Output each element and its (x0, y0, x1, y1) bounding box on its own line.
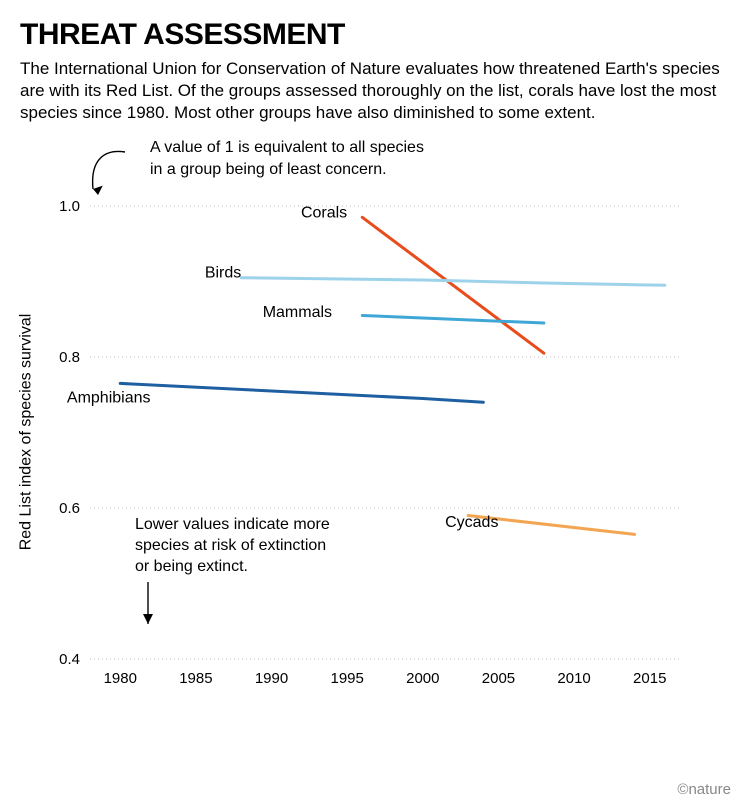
series-label-mammals: Mammals (263, 304, 332, 321)
x-tick-label: 1990 (255, 670, 288, 687)
arrow-bottom-head-icon (143, 614, 153, 624)
annotation-bottom: or being extinct. (135, 558, 248, 575)
y-axis-label: Red List index of species survival (17, 314, 35, 551)
x-tick-label: 2005 (482, 670, 515, 687)
x-tick-label: 1980 (104, 670, 137, 687)
y-tick-label: 1.0 (59, 198, 80, 215)
series-label-amphibians: Amphibians (67, 390, 151, 407)
series-corals (362, 218, 544, 354)
series-amphibians (120, 384, 483, 403)
annotation-bottom: Lower values indicate more (135, 516, 330, 533)
x-tick-label: 1985 (179, 670, 212, 687)
x-tick-label: 1995 (330, 670, 363, 687)
series-label-birds: Birds (205, 265, 241, 282)
line-chart: 0.4 0.6 0.8 1.0 1980 1985 1990 1995 2000 2005 2010… (20, 134, 685, 694)
annotation-bottom: species at risk of extinction (135, 537, 326, 554)
x-tick-label: 2010 (557, 670, 590, 687)
y-tick-label: 0.8 (59, 349, 80, 366)
series-mammals (362, 316, 544, 324)
chart-subtitle: The International Union for Conservation… (20, 58, 731, 124)
chart-title: THREAT ASSESSMENT (20, 18, 731, 52)
annotation-top: in a group being of least concern. (150, 161, 387, 178)
credit-label: ©nature (677, 781, 731, 798)
y-tick-label: 0.4 (59, 651, 80, 668)
x-tick-label: 2000 (406, 670, 439, 687)
x-tick-label: 2015 (633, 670, 666, 687)
y-tick-label: 0.6 (59, 500, 80, 517)
series-label-corals: Corals (301, 205, 347, 222)
chart-container: Red List index of species survival 0.40.… (20, 134, 731, 699)
series-label-cycads: Cycads (445, 514, 498, 531)
arrow-top-icon (93, 152, 125, 190)
arrow-top-head-icon (92, 184, 103, 195)
annotation-top: A value of 1 is equivalent to all specie… (150, 139, 424, 156)
